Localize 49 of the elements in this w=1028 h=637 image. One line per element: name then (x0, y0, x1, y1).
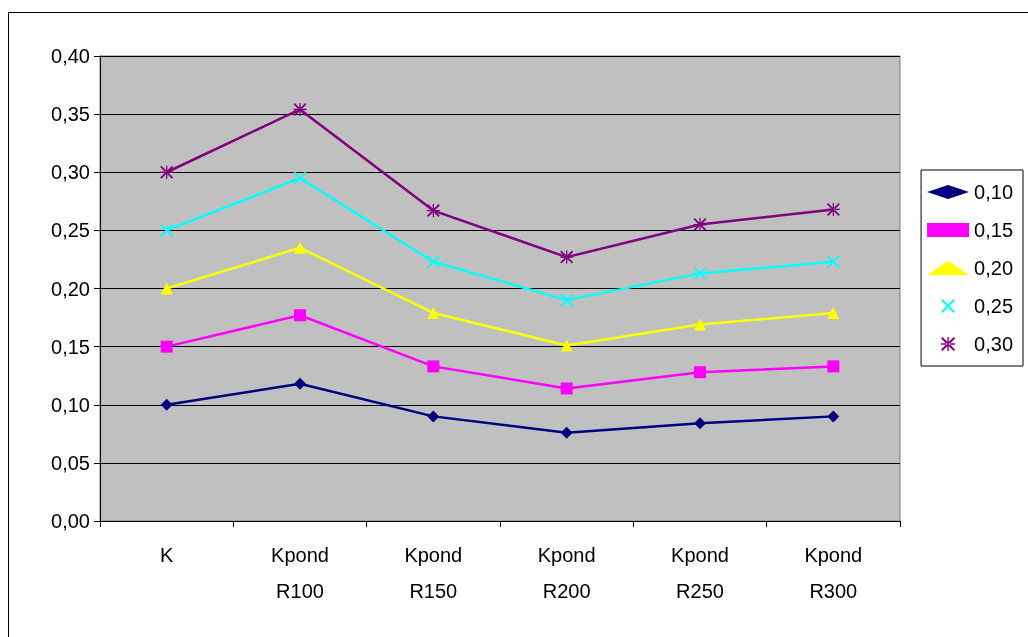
point (426, 255, 440, 269)
point (694, 417, 706, 430)
point (427, 306, 440, 319)
point (693, 218, 707, 232)
point (826, 255, 840, 269)
point (827, 360, 840, 373)
y-tick-label: 0,15 (51, 335, 90, 358)
x-tick-label: Kpond R100 (271, 544, 329, 602)
x-tick-label: Kpond R250 (671, 544, 729, 602)
point (160, 398, 173, 411)
y-tick-label: 0,25 (51, 219, 90, 242)
point (694, 318, 706, 331)
point (560, 250, 574, 264)
legend-label: 0,10 (974, 181, 1014, 203)
point (160, 223, 174, 237)
point (426, 204, 440, 218)
legend-label: 0,15 (974, 219, 1014, 241)
x-tick-label: Kpond R300 (804, 544, 863, 602)
point (427, 410, 440, 423)
point (294, 241, 306, 254)
point (294, 309, 306, 322)
point (827, 306, 840, 319)
point (694, 366, 706, 379)
y-tick-label: 0,35 (51, 103, 90, 126)
point (160, 340, 173, 353)
legend-label: 0,30 (974, 333, 1014, 355)
y-tick-label: 0,30 (51, 161, 90, 184)
point (160, 165, 174, 179)
legend-label: 0,20 (974, 257, 1014, 279)
point (560, 426, 573, 439)
y-tick-label: 0,10 (51, 393, 90, 416)
x-tick-label: Kpond R150 (404, 544, 463, 602)
x-tick-label: K (159, 544, 174, 566)
point (294, 377, 306, 390)
point (826, 202, 840, 216)
x-tick-label: Kpond R200 (537, 544, 596, 602)
y-tick-label: 0,00 (51, 510, 90, 532)
y-tick-label: 0,40 (51, 45, 90, 67)
y-tick-label: 0,05 (51, 451, 90, 474)
point (160, 282, 173, 295)
point (560, 293, 574, 307)
legend-label: 0,25 (974, 295, 1014, 317)
point (560, 339, 573, 352)
point (560, 382, 573, 395)
point (427, 360, 440, 373)
point (293, 171, 307, 185)
point (827, 410, 840, 423)
y-tick-label: 0,20 (51, 277, 90, 300)
point (293, 102, 307, 116)
